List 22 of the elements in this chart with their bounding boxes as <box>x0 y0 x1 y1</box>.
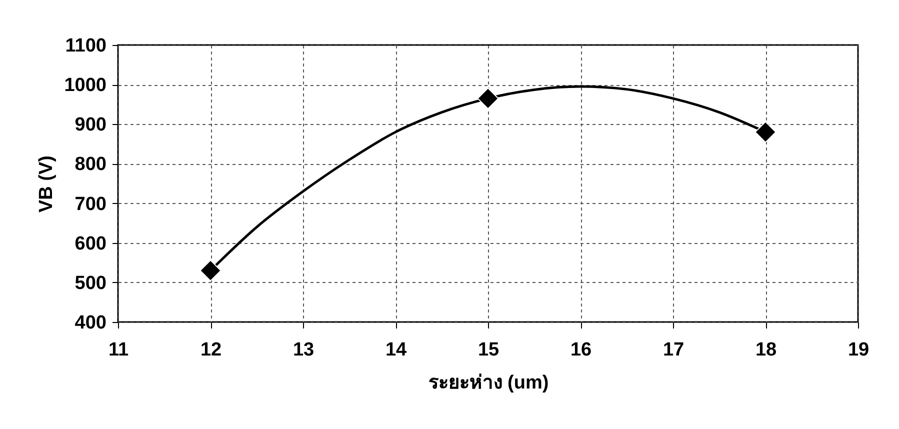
x-tick-label: 13 <box>292 340 314 360</box>
x-tick-label: 11 <box>108 340 129 360</box>
x-tick-label: 18 <box>755 340 777 360</box>
x-axis-title: ระยะห่าง (um) <box>428 372 549 394</box>
x-tick-label: 15 <box>478 340 500 360</box>
x-tick-label: 12 <box>200 340 222 360</box>
y-tick-label: 1100 <box>65 36 106 56</box>
y-axis-title: VB (V) <box>36 156 58 212</box>
x-tick-label: 16 <box>570 340 592 360</box>
x-tick-label: 14 <box>385 340 407 360</box>
x-tick-label: 17 <box>662 340 684 360</box>
point <box>200 260 222 282</box>
x-tick-label: 19 <box>848 340 870 360</box>
y-tick-label: 400 <box>74 312 106 334</box>
y-tick-label: 500 <box>74 272 106 294</box>
point <box>477 88 499 110</box>
y-tick-label: 600 <box>74 233 106 254</box>
y-tick-label: 700 <box>74 194 106 215</box>
point <box>754 121 776 143</box>
y-tick-label: 900 <box>74 114 106 136</box>
y-tick-label: 1000 <box>64 75 106 96</box>
y-tick-label: 800 <box>74 154 106 176</box>
